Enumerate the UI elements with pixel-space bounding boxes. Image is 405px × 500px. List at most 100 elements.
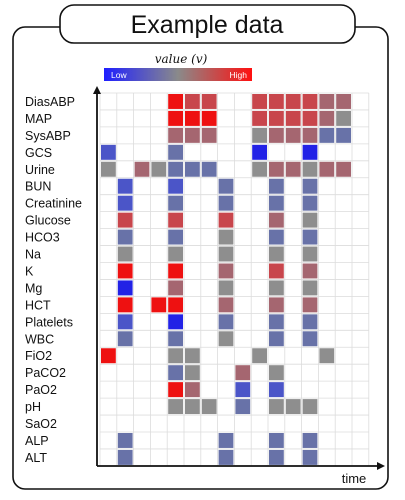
heatmap-cell-sysabp-t10 [269, 127, 284, 143]
heatmap-cell-urine-t0 [101, 161, 116, 177]
heatmap-cell-urine-t6 [201, 161, 217, 177]
heatmap-cell-map-t11 [285, 110, 301, 126]
heatmap-cell-diasabp-t5 [185, 94, 200, 109]
heatmap-cell-hco3-t7 [218, 229, 234, 245]
row-label-urine: Urine [25, 163, 55, 177]
heatmap-cell-map-t10 [269, 110, 284, 126]
heatmap-cell-fio2-t13 [319, 348, 335, 364]
heatmap-cell-paco2-t10 [269, 365, 284, 381]
heatmap-cell-sysabp-t13 [319, 127, 335, 143]
heatmap-cell-hct-t1 [117, 297, 133, 313]
heatmap-cell-hct-t7 [218, 297, 234, 313]
heatmap-cell-map-t9 [252, 110, 267, 126]
heatmap-cell-fio2-t0 [101, 348, 116, 364]
heatmap-cell-k-t4 [168, 263, 183, 279]
heatmap-cell-diasabp-t10 [269, 94, 284, 109]
heatmap-cell-hct-t3 [151, 297, 167, 313]
heatmap-cell-diasabp-t14 [336, 94, 351, 109]
heatmap-cell-platelets-t1 [117, 314, 133, 330]
heatmap-cell-bun-t7 [218, 178, 234, 194]
heatmap-cell-mg-t1 [117, 280, 133, 296]
heatmap-cell-hct-t10 [269, 297, 284, 313]
heatmap-cell-ph-t10 [269, 399, 284, 415]
row-label-na: Na [25, 248, 41, 262]
heatmap-cell-sysabp-t12 [302, 127, 318, 143]
heatmap-cell-sysabp-t6 [201, 127, 217, 143]
heatmap-cell-ph-t8 [235, 399, 251, 415]
heatmap-grid [99, 92, 370, 467]
heatmap-cell-urine-t10 [269, 161, 284, 177]
heatmap-cell-hco3-t1 [117, 229, 133, 245]
title-box [59, 4, 356, 44]
heatmap-cell-na-t7 [218, 246, 234, 262]
heatmap-cell-paco2-t8 [235, 365, 251, 381]
heatmap-cell-hct-t4 [168, 297, 183, 313]
heatmap-cell-hct-t12 [302, 297, 318, 313]
heatmap-cell-alt-t1 [117, 449, 133, 465]
heatmap-cell-k-t12 [302, 263, 318, 279]
row-label-fio2: FiO2 [25, 349, 52, 363]
heatmap-cell-diasabp-t9 [252, 94, 267, 109]
heatmap-cell-glucose-t10 [269, 212, 284, 228]
heatmap-cell-urine-t13 [319, 161, 335, 177]
heatmap-cell-sysabp-t9 [252, 127, 267, 143]
heatmap-cell-platelets-t4 [168, 314, 183, 330]
row-label-k: K [25, 264, 34, 278]
row-label-sysabp: SysABP [25, 129, 71, 143]
heatmap-cell-hco3-t12 [302, 229, 318, 245]
heatmap-cell-ph-t6 [201, 399, 217, 415]
heatmap-cell-map-t5 [185, 110, 200, 126]
heatmap-cell-na-t1 [117, 246, 133, 262]
heatmap-cell-pao2-t8 [235, 382, 251, 398]
heatmap-cell-bun-t1 [117, 178, 133, 194]
heatmap-cell-ph-t5 [185, 399, 200, 415]
heatmap-cell-alp-t7 [218, 433, 234, 448]
heatmap-cell-pao2-t5 [185, 382, 200, 398]
heatmap-cell-urine-t9 [252, 161, 267, 177]
heatmap-cell-map-t14 [336, 110, 351, 126]
heatmap-cell-ph-t11 [285, 399, 301, 415]
heatmap-cell-na-t4 [168, 246, 183, 262]
heatmap-cell-hco3-t10 [269, 229, 284, 245]
legend-gradient-bar [104, 68, 252, 81]
heatmap-cell-glucose-t4 [168, 212, 183, 228]
heatmap-cell-diasabp-t4 [168, 94, 183, 109]
heatmap-cell-alp-t12 [302, 433, 318, 448]
heatmap-cell-map-t6 [201, 110, 217, 126]
row-labels: DiasABP MAP SysABP GCS Urine BUN Creatinine Glu… [25, 95, 82, 465]
heatmap-cell-urine-t3 [151, 161, 167, 177]
heatmap-cell-gcs-t12 [302, 144, 318, 160]
heatmap-cell-hco3-t4 [168, 229, 183, 245]
heatmap-cell-k-t1 [117, 263, 133, 279]
heatmap-cell-map-t13 [319, 110, 335, 126]
heatmap-cell-paco2-t5 [185, 365, 200, 381]
heatmap-cell-platelets-t12 [302, 314, 318, 330]
row-label-pao2: PaO2 [25, 383, 57, 397]
heatmap-cell-map-t12 [302, 110, 318, 126]
heatmap-cell-alt-t7 [218, 449, 234, 465]
heatmap-cell-wbc-t10 [269, 331, 284, 347]
heatmap-cell-alp-t1 [117, 433, 133, 448]
heatmap-cell-diasabp-t6 [201, 94, 217, 109]
heatmap-cell-pao2-t4 [168, 382, 183, 398]
heatmap-cell-sysabp-t11 [285, 127, 301, 143]
row-label-alp: ALP [25, 434, 49, 448]
heatmap-cell-mg-t10 [269, 280, 284, 296]
heatmap-cell-urine-t4 [168, 161, 183, 177]
heatmap-cell-sysabp-t5 [185, 127, 200, 143]
heatmap-cell-alp-t10 [269, 433, 284, 448]
row-label-hct: HCT [25, 298, 51, 312]
legend-high-label: High [230, 70, 248, 80]
heatmap-cell-wbc-t7 [218, 331, 234, 347]
row-label-glucose: Glucose [25, 214, 71, 228]
heatmap-cell-urine-t2 [134, 161, 150, 177]
heatmap-cell-diasabp-t11 [285, 94, 301, 109]
heatmap-cell-platelets-t7 [218, 314, 234, 330]
heatmap-cell-diasabp-t13 [319, 94, 335, 109]
heatmap-cell-bun-t4 [168, 178, 183, 194]
row-label-map: MAP [25, 112, 52, 126]
heatmap-cell-urine-t11 [285, 161, 301, 177]
heatmap-cells [101, 94, 351, 465]
row-label-hco3: HCO3 [25, 231, 60, 245]
